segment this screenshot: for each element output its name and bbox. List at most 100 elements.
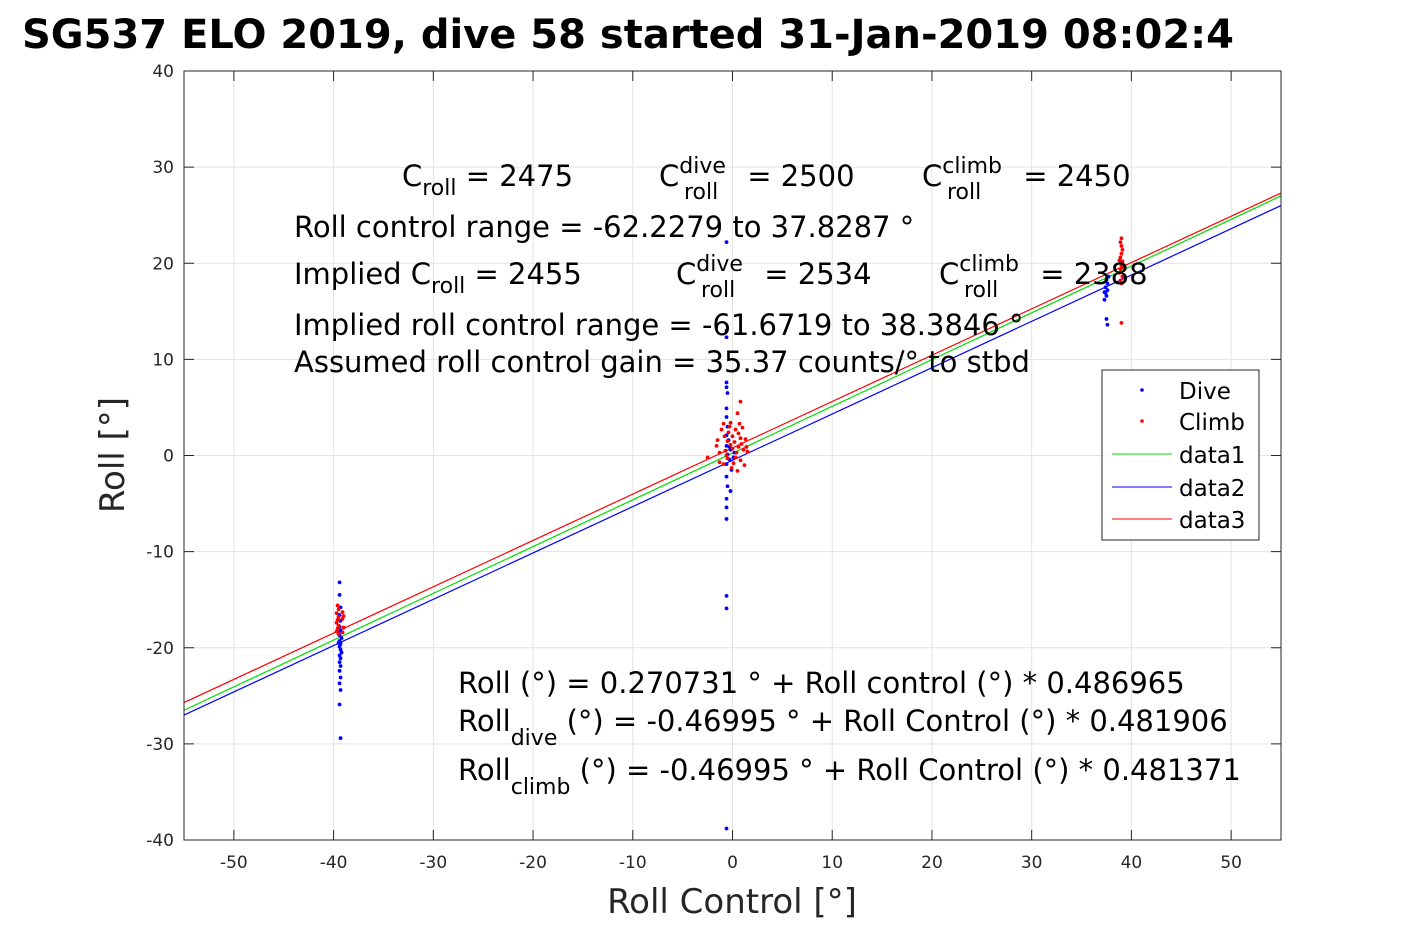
point-dive — [1104, 277, 1109, 282]
point-dive — [338, 664, 343, 668]
point-climb — [336, 607, 341, 612]
point-climb — [727, 424, 732, 429]
point-climb — [334, 611, 339, 616]
legend-label-dive: Dive — [1179, 379, 1231, 405]
point-dive — [338, 736, 343, 741]
point-climb — [717, 450, 722, 455]
point-climb — [734, 450, 739, 455]
point-dive — [1104, 294, 1109, 298]
point-climb — [738, 399, 743, 404]
point-dive — [337, 653, 342, 658]
point-climb — [1118, 267, 1123, 271]
point-climb — [717, 460, 722, 465]
annotation-fit-climb: Rollclimb (°) = -0.46995 ° + Roll Contro… — [458, 753, 1241, 800]
point-climb — [735, 468, 740, 473]
point-dive — [725, 484, 730, 489]
legend-label-data2: data2 — [1179, 476, 1245, 502]
data-points — [334, 236, 1126, 831]
point-climb — [336, 615, 341, 619]
legend-label-data3: data3 — [1179, 508, 1245, 534]
point-dive — [724, 443, 729, 448]
point-dive — [724, 496, 729, 501]
point-dive — [725, 391, 730, 395]
point-climb — [719, 427, 724, 432]
point-climb — [335, 626, 340, 631]
point-climb — [745, 449, 750, 454]
point-climb — [722, 434, 727, 439]
point-climb — [739, 442, 744, 446]
point-climb — [738, 436, 743, 441]
annotation-croll-dive: Cdive roll = 2500 — [659, 154, 855, 205]
point-climb — [729, 466, 734, 470]
x-tick-label: 0 — [727, 853, 738, 873]
y-tick-label: -10 — [146, 543, 174, 563]
point-dive — [724, 240, 729, 245]
plot-area: -50 -40 -30 -20 -10 0 10 20 30 40 50 -40 -30 -20 -10 0… — [146, 62, 1282, 873]
point-climb — [714, 443, 719, 448]
y-tick-label: 30 — [152, 158, 174, 178]
point-climb — [334, 620, 339, 625]
annotation-control-gain: Assumed roll control gain = 35.37 counts… — [294, 345, 1030, 379]
annotation-implied-croll: Implied Croll = 2455 — [294, 257, 582, 299]
point-dive — [337, 702, 342, 707]
point-dive — [724, 406, 729, 411]
x-tick-label: 30 — [1021, 853, 1043, 873]
point-climb — [736, 444, 741, 449]
point-climb — [1121, 265, 1126, 269]
point-climb — [336, 623, 341, 628]
point-climb — [735, 411, 740, 416]
point-dive — [1104, 317, 1109, 321]
x-axis-ticks: -50 -40 -30 -20 -10 0 10 20 30 40 50 — [220, 71, 1242, 873]
point-dive — [724, 826, 729, 831]
point-climb — [705, 455, 710, 460]
point-climb — [340, 617, 345, 621]
point-climb — [1119, 281, 1124, 286]
point-climb — [726, 430, 731, 435]
point-dive — [1103, 291, 1108, 295]
point-climb — [731, 461, 736, 466]
point-dive — [724, 415, 729, 419]
point-climb — [733, 455, 738, 460]
point-climb — [730, 434, 735, 439]
point-dive — [728, 489, 733, 493]
point-climb — [740, 425, 745, 430]
point-climb — [1118, 255, 1123, 260]
point-dive — [337, 668, 342, 673]
point-climb — [721, 421, 726, 426]
point-climb — [334, 629, 339, 634]
point-dive — [339, 636, 344, 641]
point-climb — [737, 421, 742, 426]
point-dive — [1105, 288, 1110, 293]
point-climb — [1119, 244, 1124, 248]
point-climb — [725, 439, 730, 443]
y-tick-label: -30 — [146, 735, 174, 755]
point-climb — [1118, 278, 1123, 283]
x-tick-label: -10 — [619, 853, 647, 873]
point-dive — [337, 592, 342, 597]
point-dive — [337, 580, 342, 585]
x-tick-label: 20 — [921, 853, 943, 873]
point-climb — [335, 617, 340, 622]
annotation-roll-control-range: Roll control range = -62.2279 to 37.8287… — [294, 210, 914, 244]
point-dive — [336, 641, 341, 645]
point-climb — [715, 438, 720, 443]
annotation-implied-croll-climb: Cclimb roll = 2388 — [939, 252, 1148, 303]
point-dive — [1105, 281, 1110, 286]
legend-label-climb: Climb — [1179, 410, 1245, 436]
y-axis-label: Roll [°] — [93, 397, 133, 513]
y-tick-label: -20 — [146, 639, 174, 659]
point-climb — [1119, 320, 1124, 325]
x-tick-label: 10 — [821, 853, 843, 873]
annotation-croll: Croll = 2475 — [402, 159, 573, 201]
point-dive — [1106, 274, 1111, 279]
point-climb — [1117, 258, 1122, 263]
point-dive — [1102, 297, 1107, 302]
x-tick-label: -30 — [419, 853, 447, 873]
x-tick-label: -40 — [320, 853, 348, 873]
y-tick-label: 20 — [152, 254, 174, 274]
point-climb — [1118, 240, 1123, 245]
point-climb — [1120, 274, 1125, 279]
x-tick-label: 50 — [1220, 853, 1242, 873]
y-axis-ticks: -40 -30 -20 -10 0 10 20 30 40 — [146, 62, 1281, 851]
